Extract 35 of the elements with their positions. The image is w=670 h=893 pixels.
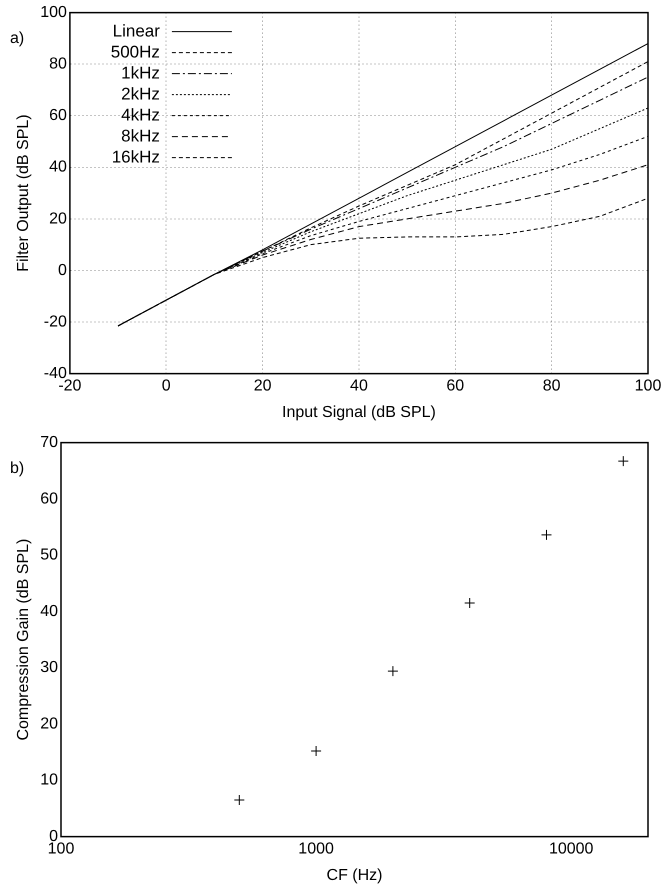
y-tick-label: -20 (44, 313, 67, 330)
x-tick-label: 40 (350, 378, 368, 395)
x-axis-title: CF (Hz) (326, 866, 382, 884)
y-tick-label: 20 (40, 715, 58, 732)
x-tick-label: 20 (254, 378, 272, 395)
y-tick-label: 100 (40, 4, 67, 22)
x-tick-label: 1000 (298, 840, 334, 858)
legend-label: 4kHz (121, 105, 160, 124)
y-axis-title: Compression Gain (dB SPL) (15, 538, 32, 741)
legend-label: 16kHz (112, 147, 160, 166)
y-axis-title: Filter Output (dB SPL) (15, 114, 32, 272)
y-tick-label: 40 (49, 158, 67, 176)
x-tick-label: 80 (542, 378, 561, 395)
y-tick-label: 60 (49, 107, 67, 124)
x-tick-label: 0 (162, 378, 171, 395)
y-tick-label: 0 (58, 262, 67, 279)
y-tick-label: 40 (40, 602, 58, 620)
legend-label: 8kHz (121, 126, 160, 146)
text: a) (10, 30, 24, 48)
y-tick-label: 20 (49, 210, 67, 228)
legend-label: 2kHz (121, 84, 160, 104)
legend-label: 500Hz (110, 42, 160, 62)
y-tick-label: 70 (40, 434, 58, 452)
legend-label: Linear (112, 21, 160, 40)
y-tick-label: 80 (49, 56, 67, 73)
x-tick-label: 100 (634, 378, 662, 395)
legend-label: 1kHz (121, 63, 160, 82)
x-tick-label: 60 (446, 378, 464, 395)
y-tick-label: 10 (40, 772, 58, 789)
text: b) (10, 460, 24, 478)
y-tick-label: 50 (40, 546, 58, 564)
y-tick-label: 60 (40, 490, 58, 508)
x-tick-label: 10000 (548, 840, 594, 858)
y-tick-label: 30 (40, 659, 58, 676)
x-axis-title: Input Signal (dB SPL) (282, 404, 436, 421)
